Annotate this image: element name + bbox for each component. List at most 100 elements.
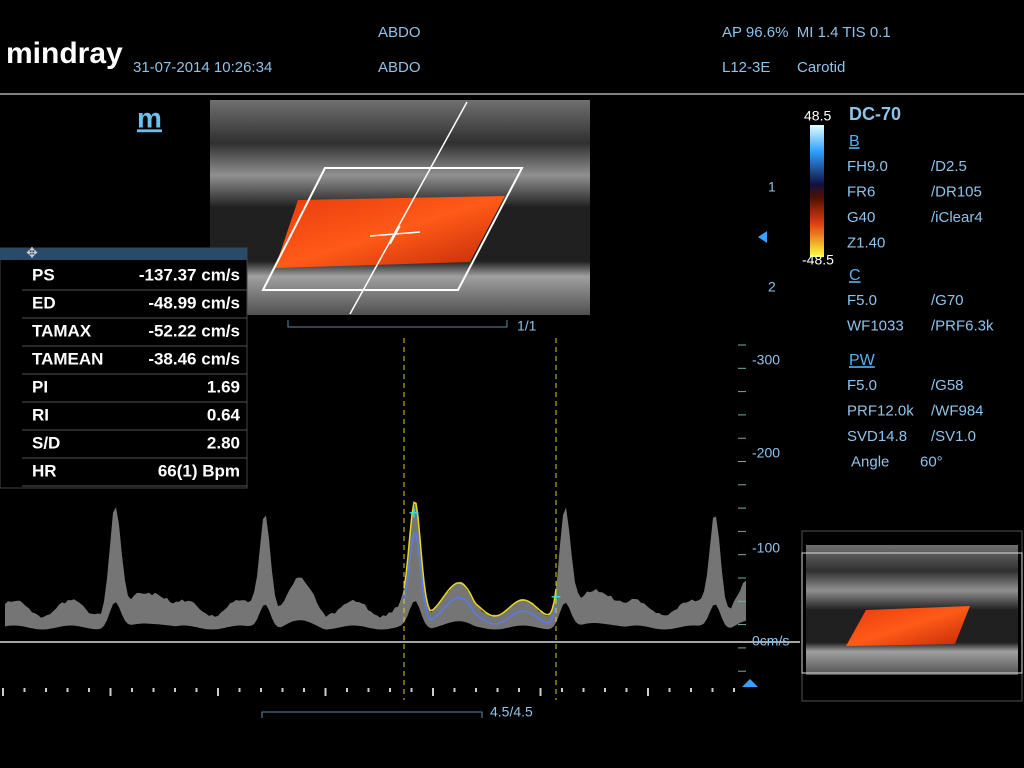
tick bbox=[281, 688, 284, 692]
depth-mark: 1 bbox=[768, 179, 776, 195]
time-ticks bbox=[2, 688, 735, 696]
measure-value: -38.46 cm/s bbox=[148, 349, 240, 368]
measure-value: -137.37 cm/s bbox=[139, 265, 240, 284]
acoustic-output: AP 96.6% MI 1.4 TIS 0.1 bbox=[722, 24, 891, 41]
tick bbox=[475, 688, 477, 692]
exam: Carotid bbox=[797, 59, 845, 76]
tick bbox=[66, 688, 69, 692]
sweep-bracket bbox=[261, 711, 483, 718]
tick bbox=[2, 688, 4, 696]
param: /PRF6.3k bbox=[931, 317, 994, 334]
probe: L12-3E bbox=[722, 59, 770, 76]
measure-value: -52.22 cm/s bbox=[148, 321, 240, 340]
tick bbox=[131, 688, 133, 692]
mode-icon: m bbox=[137, 102, 162, 133]
measure-value: 66(1) Bpm bbox=[158, 461, 240, 480]
tick bbox=[217, 688, 219, 696]
measure-value: -48.99 cm/s bbox=[148, 293, 240, 312]
tick bbox=[389, 688, 391, 692]
measure-value: 1.69 bbox=[207, 377, 240, 396]
tick bbox=[711, 688, 714, 692]
tick bbox=[367, 688, 370, 692]
tick bbox=[174, 688, 176, 692]
tick bbox=[45, 688, 47, 692]
section-title: B bbox=[849, 133, 860, 150]
measure-label: S/D bbox=[32, 433, 60, 452]
velocity-label: 0cm/s bbox=[752, 633, 789, 649]
tick bbox=[690, 688, 692, 692]
tick bbox=[260, 688, 262, 692]
tick bbox=[23, 688, 26, 692]
section-title: C bbox=[849, 267, 861, 284]
preset: ABDO bbox=[378, 24, 421, 41]
param: F5.0 bbox=[847, 292, 877, 309]
tick bbox=[668, 688, 671, 692]
param-panel: B FH9.0/D2.5 FR6/DR105 G40/iClear4 Z1.40 C F5.… bbox=[847, 133, 994, 470]
param: /D2.5 bbox=[931, 158, 967, 175]
tick bbox=[324, 688, 327, 696]
tick bbox=[432, 688, 434, 696]
velocity-label: -300 bbox=[752, 352, 780, 368]
measure-label: PI bbox=[32, 377, 48, 396]
datetime: 31-07-2014 10:26:34 bbox=[133, 59, 272, 76]
peak-marker: + bbox=[409, 503, 420, 523]
tick bbox=[561, 688, 563, 692]
param: FR6 bbox=[847, 183, 875, 200]
param: SVD14.8 bbox=[847, 428, 907, 445]
move-icon: ✥ bbox=[26, 245, 38, 261]
tick bbox=[238, 688, 241, 692]
envelope bbox=[403, 501, 557, 617]
tick bbox=[346, 688, 348, 692]
param: 60° bbox=[920, 453, 943, 470]
tick bbox=[647, 688, 649, 696]
color-max: 48.5 bbox=[804, 108, 831, 124]
tick bbox=[88, 688, 90, 692]
doppler-spectrum: ++ bbox=[5, 501, 746, 630]
param: /G70 bbox=[931, 292, 964, 309]
tick bbox=[518, 688, 520, 692]
measure-label: ED bbox=[32, 293, 56, 312]
tick bbox=[195, 688, 198, 692]
tick bbox=[496, 688, 499, 692]
param: /WF984 bbox=[931, 402, 984, 419]
tick bbox=[733, 688, 735, 692]
measure-label: TAMEAN bbox=[32, 349, 103, 368]
tick bbox=[582, 688, 585, 692]
param: /SV1.0 bbox=[931, 428, 976, 445]
color-min: -48.5 bbox=[802, 252, 834, 268]
tick bbox=[410, 688, 413, 692]
velocity-scale: -300 -200 -100 0cm/s bbox=[738, 344, 789, 672]
velocity-label: -100 bbox=[752, 540, 780, 556]
param: /DR105 bbox=[931, 183, 982, 200]
param: Z1.40 bbox=[847, 234, 885, 251]
measure-label: HR bbox=[32, 461, 57, 480]
tick bbox=[152, 688, 155, 692]
param: G40 bbox=[847, 209, 875, 226]
param: /iClear4 bbox=[931, 209, 983, 226]
measure-label: PS bbox=[32, 265, 55, 284]
color-map: DC-70 bbox=[849, 104, 901, 124]
thumbnail bbox=[801, 530, 1023, 702]
tick bbox=[604, 688, 606, 692]
scale-marker bbox=[742, 679, 758, 687]
spectrum bbox=[5, 501, 746, 630]
ed-marker: + bbox=[551, 587, 562, 607]
sweep-counter: 4.5/4.5 bbox=[490, 704, 533, 720]
param: Angle bbox=[851, 453, 889, 470]
tick bbox=[453, 688, 456, 692]
measure-value: 0.64 bbox=[207, 405, 241, 424]
b-mode-image bbox=[210, 100, 590, 328]
image-counter: 1/1 bbox=[517, 318, 537, 334]
tick bbox=[303, 688, 305, 692]
depth-mark: 2 bbox=[768, 279, 776, 295]
measure-label: TAMAX bbox=[32, 321, 92, 340]
tick bbox=[625, 688, 628, 692]
param: PRF12.0k bbox=[847, 402, 914, 419]
param: F5.0 bbox=[847, 377, 877, 394]
measure-value: 2.80 bbox=[207, 433, 240, 452]
measure-label: RI bbox=[32, 405, 49, 424]
measurement-panel: ✥ PS -137.37 cm/s ED -48.99 cm/s TAMAX -52.22 … bbox=[0, 245, 248, 489]
param: FH9.0 bbox=[847, 158, 888, 175]
param: /G58 bbox=[931, 377, 964, 394]
tick bbox=[539, 688, 542, 696]
